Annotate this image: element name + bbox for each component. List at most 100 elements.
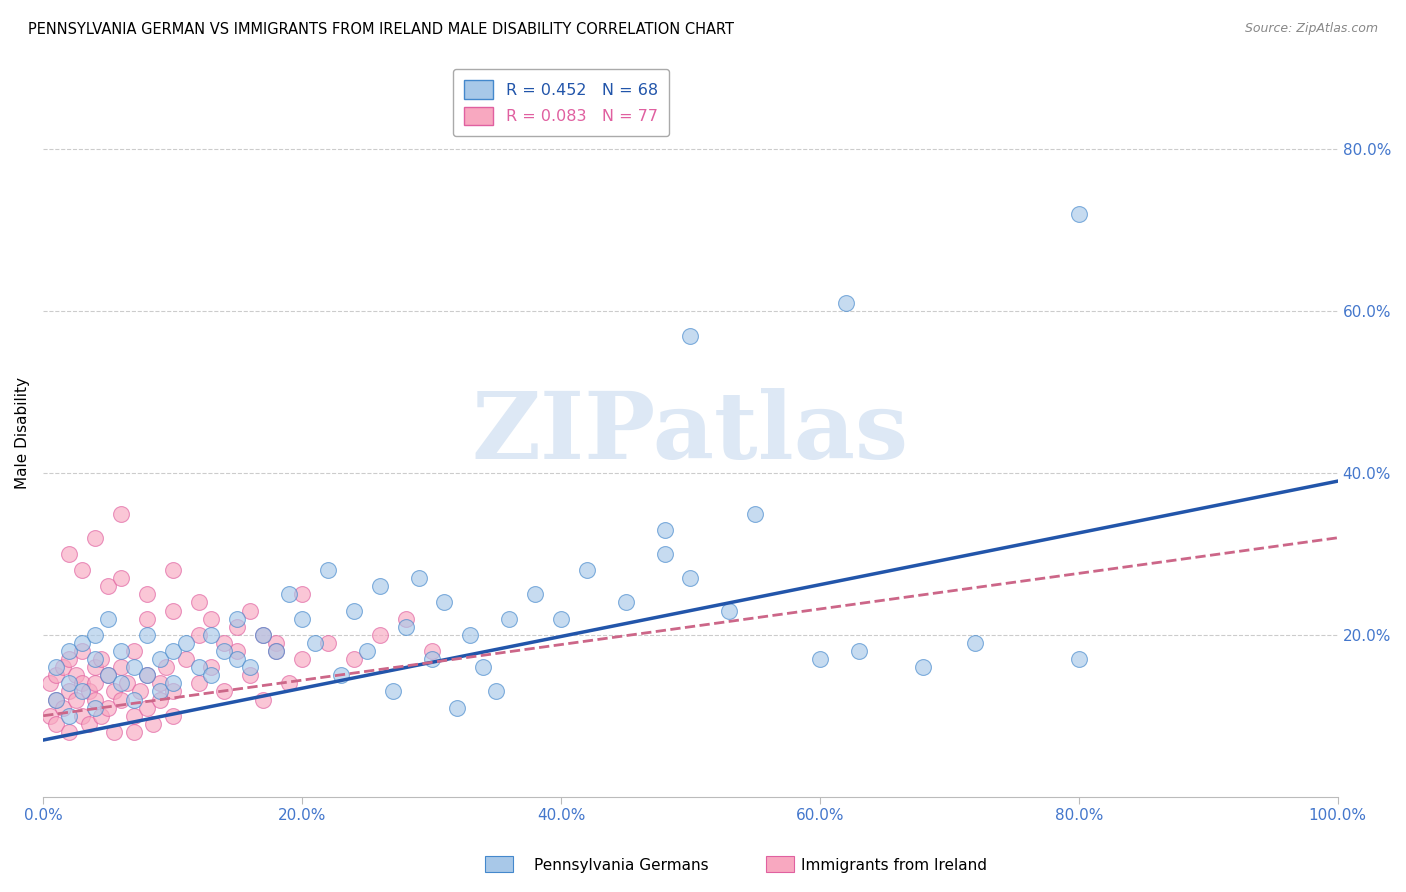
Point [835, 296, 858, 310]
Point [912, 660, 935, 674]
Point [187, 595, 209, 609]
Point [808, 652, 831, 666]
Point [550, 612, 572, 626]
Point [45, 660, 67, 674]
Point [103, 684, 125, 698]
Point [149, 684, 172, 698]
Point [58, 725, 80, 739]
Point [460, 628, 482, 642]
Point [343, 652, 366, 666]
Point [122, 644, 145, 658]
Point [291, 587, 314, 601]
Point [52, 660, 75, 674]
Point [58, 684, 80, 698]
Point [45, 717, 67, 731]
Point [356, 644, 378, 658]
Text: Pennsylvania Germans: Pennsylvania Germans [534, 858, 709, 872]
Point [226, 620, 249, 634]
Point [343, 604, 366, 618]
Point [446, 700, 468, 714]
Point [252, 628, 274, 642]
Point [187, 676, 209, 690]
Point [395, 612, 418, 626]
Point [97, 579, 120, 593]
Point [58, 644, 80, 658]
Point [122, 692, 145, 706]
Point [162, 644, 184, 658]
Point [200, 668, 222, 682]
Point [278, 676, 301, 690]
Point [45, 692, 67, 706]
Point [77, 717, 100, 731]
Point [52, 700, 75, 714]
Point [149, 676, 172, 690]
Point [174, 652, 197, 666]
Point [84, 531, 107, 545]
Point [381, 684, 404, 698]
Point [200, 612, 222, 626]
Point [70, 684, 93, 698]
Point [162, 708, 184, 723]
Point [679, 571, 702, 585]
Text: ZIPatlas: ZIPatlas [472, 388, 910, 477]
Point [149, 692, 172, 706]
Point [214, 644, 236, 658]
Point [485, 684, 508, 698]
Point [1067, 652, 1090, 666]
Point [65, 668, 87, 682]
Point [239, 660, 262, 674]
Point [187, 628, 209, 642]
Point [654, 523, 676, 537]
Point [122, 725, 145, 739]
Point [117, 676, 139, 690]
Point [135, 700, 157, 714]
Point [162, 684, 184, 698]
Point [122, 708, 145, 723]
Text: Immigrants from Ireland: Immigrants from Ireland [801, 858, 987, 872]
Point [498, 612, 520, 626]
Point [162, 563, 184, 577]
Point [239, 668, 262, 682]
Point [135, 612, 157, 626]
Y-axis label: Male Disability: Male Disability [15, 376, 30, 489]
Point [654, 547, 676, 561]
Point [679, 328, 702, 343]
Point [744, 507, 766, 521]
Point [174, 636, 197, 650]
Point [84, 676, 107, 690]
Point [329, 668, 352, 682]
Point [395, 620, 418, 634]
Point [38, 708, 60, 723]
Point [524, 587, 547, 601]
Point [316, 636, 339, 650]
Point [142, 717, 165, 731]
Point [433, 595, 456, 609]
Point [84, 660, 107, 674]
Point [58, 708, 80, 723]
Text: PENNSYLVANIA GERMAN VS IMMIGRANTS FROM IRELAND MALE DISABILITY CORRELATION CHART: PENNSYLVANIA GERMAN VS IMMIGRANTS FROM I… [28, 22, 734, 37]
Point [97, 668, 120, 682]
Point [90, 708, 112, 723]
Point [200, 660, 222, 674]
Point [70, 644, 93, 658]
Point [84, 628, 107, 642]
Point [97, 668, 120, 682]
Point [1067, 207, 1090, 221]
Point [162, 676, 184, 690]
Point [70, 708, 93, 723]
Point [848, 644, 870, 658]
Point [252, 692, 274, 706]
Point [65, 692, 87, 706]
Point [45, 668, 67, 682]
Point [122, 660, 145, 674]
Point [187, 660, 209, 674]
Point [97, 700, 120, 714]
Point [129, 684, 152, 698]
Point [135, 668, 157, 682]
Point [38, 676, 60, 690]
Point [90, 652, 112, 666]
Point [155, 660, 177, 674]
Point [58, 652, 80, 666]
Point [226, 612, 249, 626]
Point [226, 644, 249, 658]
